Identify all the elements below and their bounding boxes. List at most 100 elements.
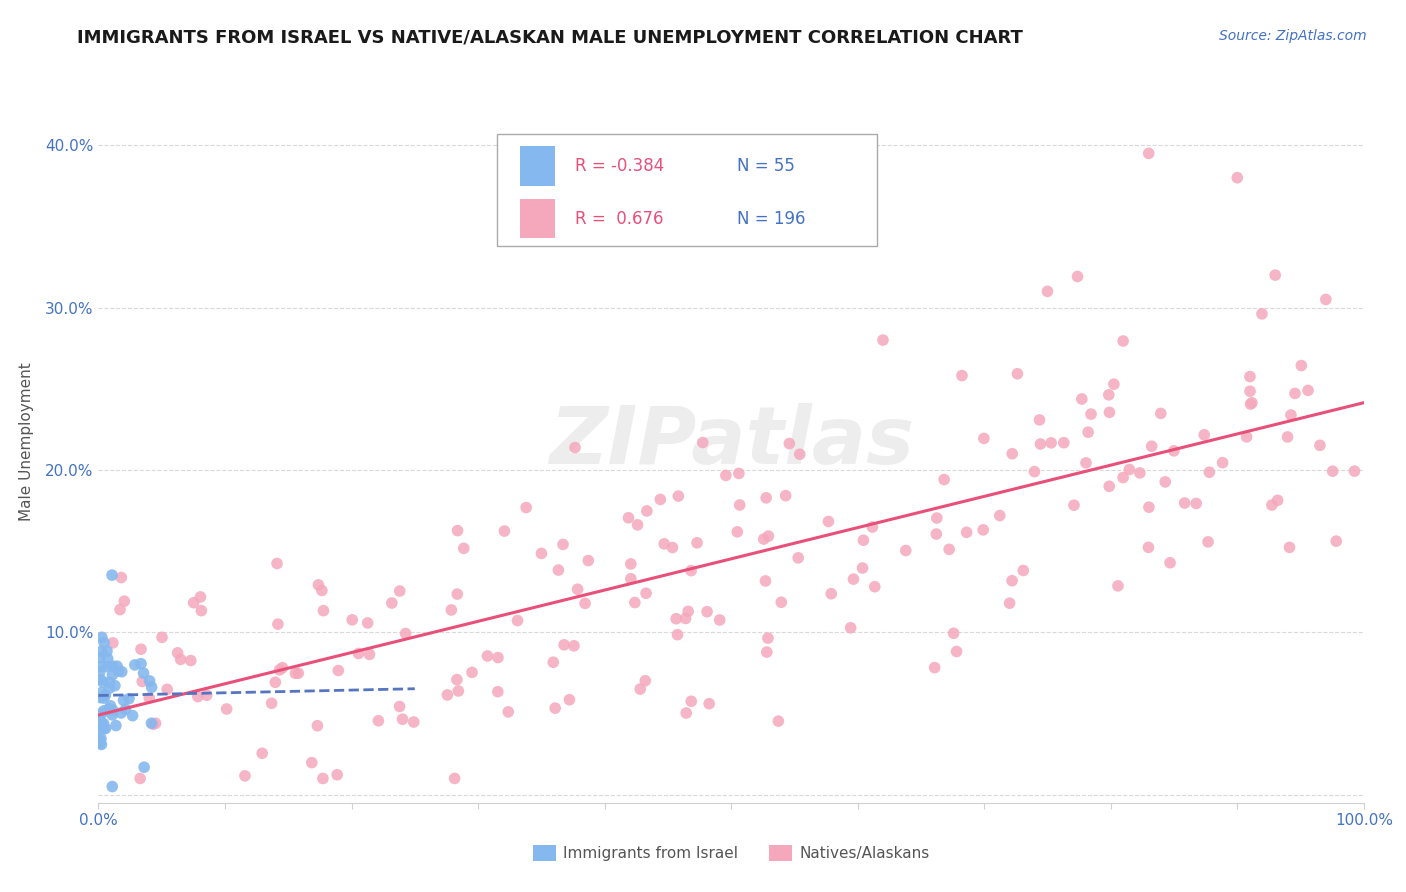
Text: R = -0.384: R = -0.384 xyxy=(575,157,665,175)
Point xyxy=(90,738,112,752)
Point xyxy=(141,680,163,694)
Point xyxy=(558,692,581,706)
Point xyxy=(1012,564,1035,578)
Point xyxy=(93,704,115,718)
Point xyxy=(93,691,115,706)
Point xyxy=(391,712,413,726)
Point xyxy=(714,468,737,483)
Point xyxy=(628,681,651,696)
Point xyxy=(839,621,862,635)
Point xyxy=(486,684,509,698)
Point xyxy=(388,584,411,599)
Point xyxy=(925,527,948,541)
Point xyxy=(1028,413,1050,427)
Point xyxy=(675,611,697,625)
Point xyxy=(101,568,124,582)
Point xyxy=(440,603,463,617)
Point xyxy=(1279,408,1302,422)
Text: Source: ZipAtlas.com: Source: ZipAtlas.com xyxy=(1219,29,1367,43)
Point xyxy=(132,666,155,681)
Point xyxy=(101,659,124,673)
Point xyxy=(90,644,112,658)
Point xyxy=(752,532,775,546)
Point xyxy=(852,533,875,548)
Point xyxy=(101,707,124,722)
Point xyxy=(1261,498,1284,512)
Point xyxy=(1291,359,1313,373)
Point xyxy=(1343,464,1365,478)
Point xyxy=(789,447,811,461)
Point xyxy=(446,524,468,538)
Point xyxy=(97,651,120,665)
Point xyxy=(94,722,117,736)
Point xyxy=(367,714,389,728)
Point xyxy=(90,731,112,746)
Point xyxy=(1163,443,1185,458)
Point xyxy=(269,663,291,677)
Point xyxy=(91,706,114,720)
Point xyxy=(1140,439,1163,453)
Point xyxy=(932,473,955,487)
Text: N = 196: N = 196 xyxy=(737,210,806,227)
Point xyxy=(551,537,574,551)
Point xyxy=(90,673,112,687)
Point xyxy=(1251,307,1274,321)
Point xyxy=(134,760,156,774)
Point xyxy=(506,614,529,628)
Point xyxy=(101,780,124,794)
Point xyxy=(775,489,797,503)
Point xyxy=(924,660,946,674)
Point xyxy=(1226,170,1249,185)
Point xyxy=(402,714,425,729)
Point xyxy=(756,631,779,645)
Text: R =  0.676: R = 0.676 xyxy=(575,210,664,227)
Point xyxy=(1198,465,1220,479)
Point xyxy=(1236,430,1258,444)
Point xyxy=(104,718,127,732)
Point xyxy=(121,708,143,723)
Text: ZIPatlas: ZIPatlas xyxy=(548,402,914,481)
Point xyxy=(1098,388,1121,402)
Point xyxy=(727,467,749,481)
Point xyxy=(311,583,333,598)
Point xyxy=(1024,465,1046,479)
Point xyxy=(1137,541,1160,555)
Point xyxy=(287,666,309,681)
Point xyxy=(1112,334,1135,348)
Point xyxy=(101,636,124,650)
Point xyxy=(1063,498,1085,512)
Point xyxy=(692,435,714,450)
Point xyxy=(124,657,146,672)
Point xyxy=(1150,406,1173,420)
Point xyxy=(215,702,238,716)
Point xyxy=(98,675,121,690)
Point xyxy=(447,684,470,698)
Point xyxy=(676,604,699,618)
Point xyxy=(131,674,153,689)
Point xyxy=(93,722,115,736)
Point xyxy=(1080,407,1102,421)
Point xyxy=(94,688,117,702)
Point xyxy=(96,659,118,673)
Point xyxy=(652,537,675,551)
Text: IMMIGRANTS FROM ISRAEL VS NATIVE/ALASKAN MALE UNEMPLOYMENT CORRELATION CHART: IMMIGRANTS FROM ISRAEL VS NATIVE/ALASKAN… xyxy=(77,29,1024,46)
Point xyxy=(1007,367,1029,381)
Point xyxy=(190,590,212,604)
Point xyxy=(1074,456,1097,470)
Point xyxy=(626,517,648,532)
Point xyxy=(142,717,165,731)
Point xyxy=(1197,535,1219,549)
Point xyxy=(90,659,112,673)
Point xyxy=(696,605,718,619)
Point xyxy=(388,699,411,714)
Point xyxy=(988,508,1011,523)
Point xyxy=(446,587,468,601)
Point xyxy=(112,594,135,608)
Point xyxy=(494,524,516,538)
Point xyxy=(942,626,965,640)
Point xyxy=(955,525,977,540)
Point xyxy=(675,706,697,720)
Point xyxy=(100,698,122,713)
Point xyxy=(496,705,519,719)
Point xyxy=(266,557,288,571)
